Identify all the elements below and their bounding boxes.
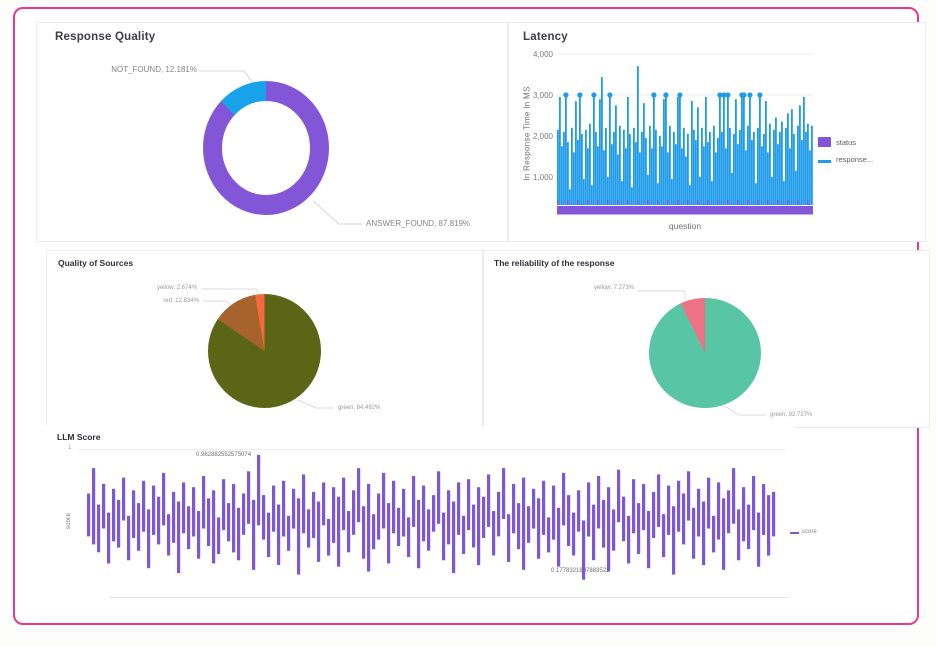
quality-of-sources-pie-chart[interactable] [208, 294, 321, 408]
llm-y-axis-title: score [66, 512, 72, 530]
latency-x-axis-title: question [668, 221, 702, 231]
status-legend-swatch-icon [818, 137, 831, 147]
panel-title-latency: Latency [523, 31, 568, 43]
donut-label-not-found: NOT_FOUND, 12.181% [111, 65, 197, 74]
panel-title-llm-score: LLM Score [57, 432, 101, 442]
donut-hole [221, 101, 311, 195]
donut-label-answer-found: ANSWER_FOUND, 87.819% [366, 219, 471, 228]
panel-reliability: The reliability of the response yellow, … [483, 250, 930, 428]
panel-title-response-quality: Response Quality [55, 31, 156, 43]
latency-plot-area[interactable] [557, 43, 813, 215]
latency-ytick-2000: 2,000 [532, 132, 553, 141]
response-legend-line-icon [818, 160, 831, 163]
panel-quality-of-sources: Quality of Sources yellow, 2.674% red, 1… [46, 250, 483, 428]
panel-title-quality-of-sources: Quality of Sources [58, 258, 134, 268]
panel-latency: Latency 4,000 3,000 2,000 1,000 In Respo… [508, 22, 926, 242]
llm-legend-score-label: score [802, 529, 817, 535]
response-quality-donut-chart[interactable] [203, 81, 329, 215]
llm-top-gridline [78, 449, 786, 450]
sources-label-yellow: yellow, 2.674% [156, 285, 197, 291]
reliability-label-yellow: yellow, 7.273% [593, 285, 634, 291]
score-legend-line-icon [790, 532, 799, 534]
latency-ytick-1000: 1,000 [532, 173, 553, 182]
latency-ytick-3000: 3,000 [532, 91, 553, 100]
reliability-pie-chart[interactable] [649, 298, 761, 408]
reliability-label-green: green, 92.727% [770, 412, 813, 418]
sources-label-red: red, 12.834% [163, 298, 199, 304]
panel-title-reliability: The reliability of the response [494, 258, 615, 268]
llm-score-plot-area[interactable] [86, 446, 790, 601]
llm-ytick-1: 1 [68, 445, 72, 451]
llm-annotation-min: 0.1778321897883523 [551, 568, 610, 574]
latency-ytick-4000: 4,000 [532, 50, 553, 59]
llm-bottom-axis-line [110, 597, 788, 598]
panel-response-quality: Response Quality NOT_FOUND, 12.181% ANSW… [36, 22, 508, 242]
panel-llm-score: LLM Score 1 score 0.962882552575074 0.17… [46, 426, 817, 608]
latency-legend-status-label: status [836, 138, 857, 147]
sources-label-green: green, 84.492% [338, 405, 381, 411]
llm-annotation-max: 0.962882552575074 [196, 452, 252, 458]
latency-legend-response-label: response... [836, 155, 874, 164]
latency-y-axis-title: In Response Time In MS [522, 86, 532, 181]
